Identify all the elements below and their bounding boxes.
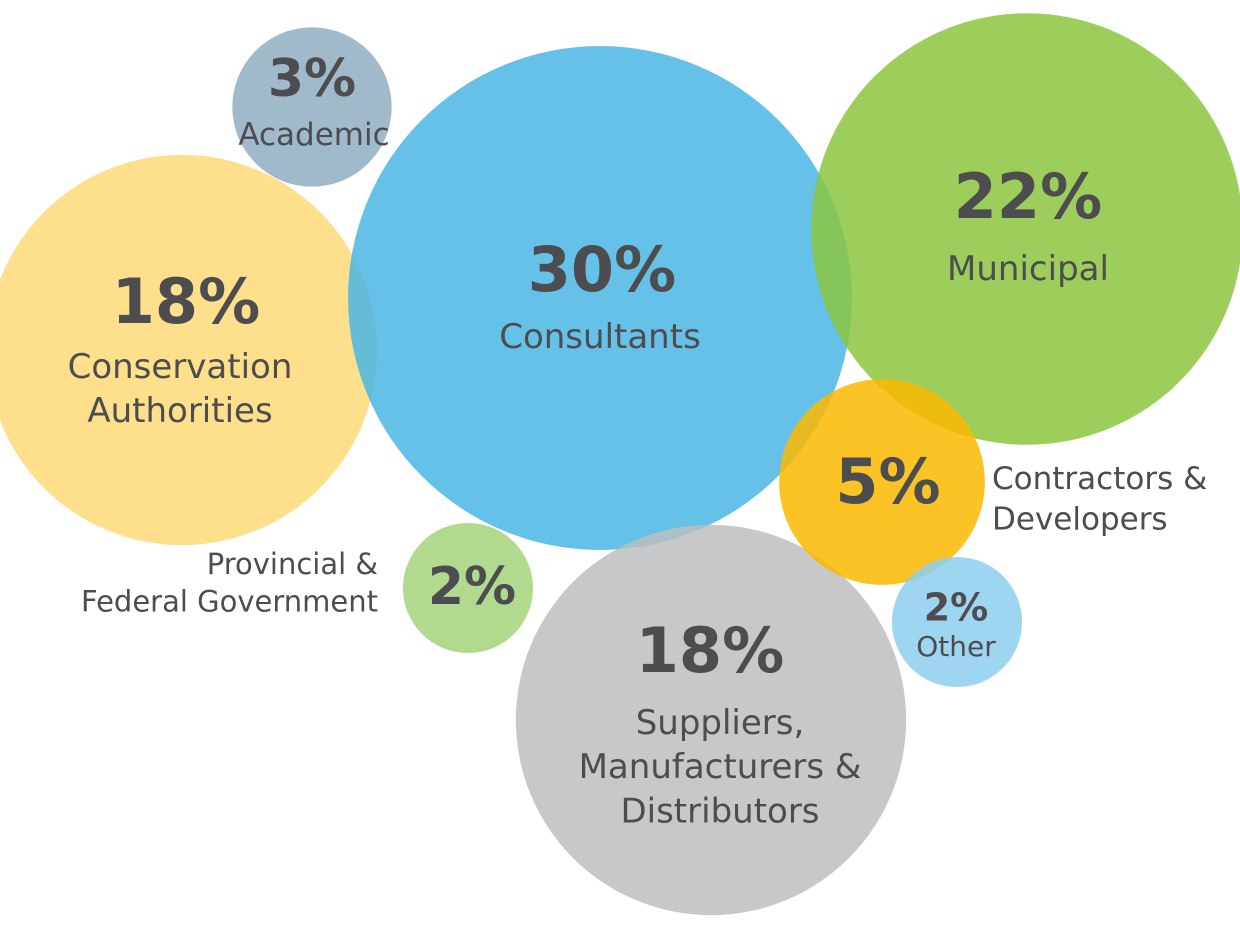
bubble (232, 27, 392, 187)
bubble (779, 379, 985, 585)
category-label: Municipal (947, 249, 1109, 289)
value-label: 22% (954, 160, 1102, 233)
category-line: Developers (992, 501, 1168, 537)
value-label: 18% (636, 614, 784, 687)
category-label: Academic (238, 117, 389, 153)
category-label: Contractors & Developers (992, 461, 1207, 537)
category-label: Other (916, 630, 996, 663)
bubble (402, 522, 534, 654)
category-line: Academic (238, 117, 389, 153)
category-label: Suppliers, Manufacturers & Distributors (579, 703, 862, 831)
value-label: 18% (112, 265, 260, 338)
category-line: Other (916, 630, 996, 663)
value-label: 5% (835, 445, 940, 518)
category-line: Conservation (68, 347, 293, 387)
bubble (348, 46, 852, 550)
bubble (811, 13, 1240, 445)
bubble (891, 556, 1023, 688)
bubble (0, 154, 378, 546)
category-line: Authorities (87, 391, 272, 431)
category-line: Contractors & (992, 461, 1207, 497)
category-label: Consultants (499, 317, 701, 357)
category-line: Consultants (499, 317, 701, 357)
value-label: 2% (428, 557, 516, 617)
bubble (515, 524, 907, 916)
category-label: Conservation Authorities (68, 347, 293, 431)
category-line: Distributors (620, 791, 819, 831)
value-label: 2% (924, 586, 989, 630)
category-line: Suppliers, (636, 703, 805, 743)
category-line: Municipal (947, 249, 1109, 289)
category-line: Provincial & (207, 547, 378, 581)
value-label: 3% (268, 49, 356, 109)
value-label: 30% (528, 233, 676, 306)
category-line: Federal Government (81, 585, 378, 619)
category-line: Manufacturers & (579, 747, 862, 787)
category-label: Provincial & Federal Government (81, 547, 378, 619)
